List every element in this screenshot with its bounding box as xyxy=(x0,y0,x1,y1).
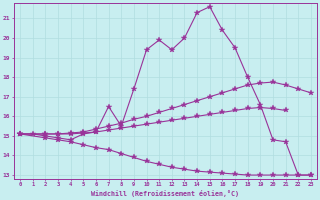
X-axis label: Windchill (Refroidissement éolien,°C): Windchill (Refroidissement éolien,°C) xyxy=(92,190,239,197)
